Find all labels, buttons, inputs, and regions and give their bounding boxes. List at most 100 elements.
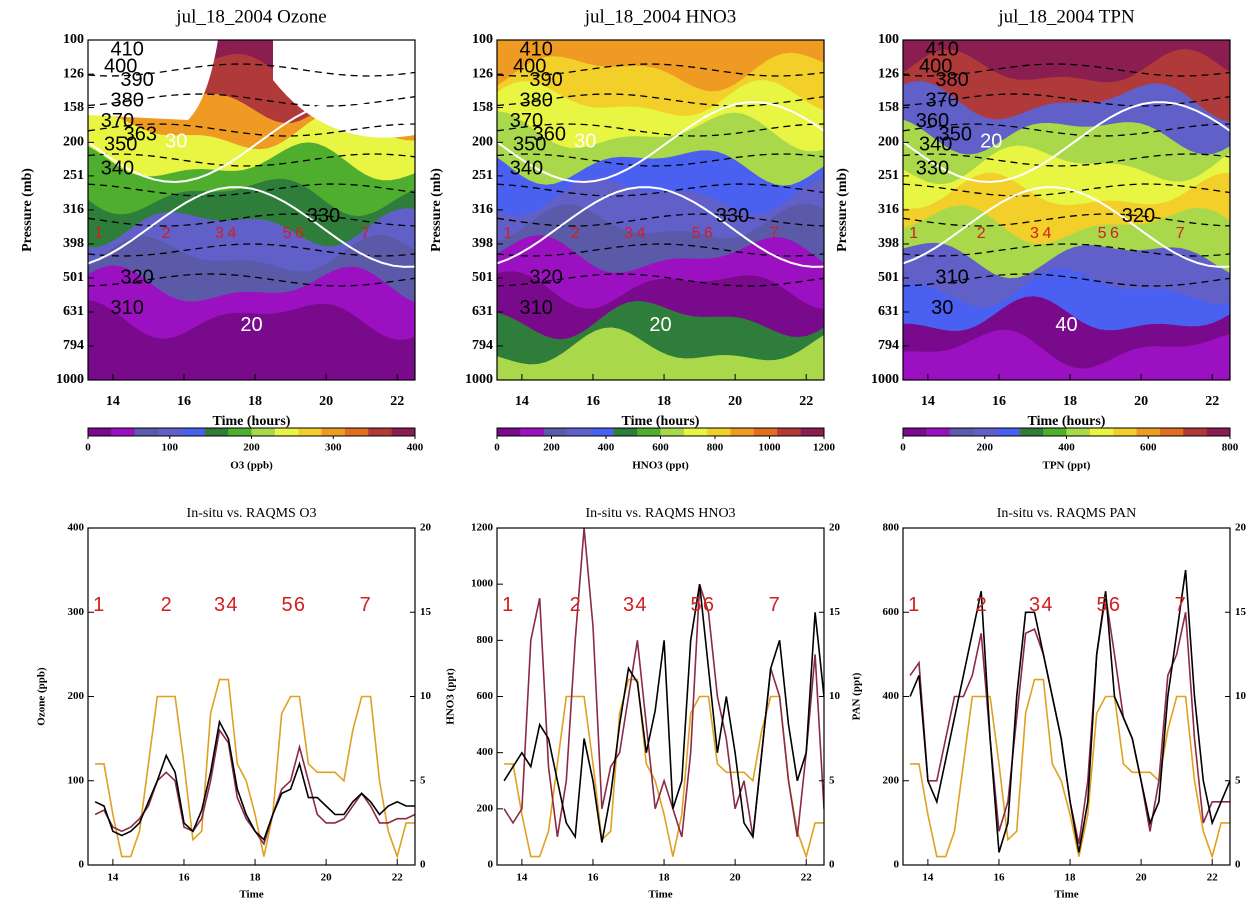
contour-band bbox=[497, 327, 824, 380]
isentrope bbox=[87, 63, 416, 77]
flight-leg-label: 3 bbox=[624, 225, 633, 242]
x-tick-label: 18 bbox=[657, 394, 671, 409]
isentrope bbox=[902, 243, 1231, 257]
contour-label: 410 bbox=[520, 38, 553, 60]
y-tick-label: 200 bbox=[883, 774, 900, 786]
flight-leg-label: 5 bbox=[692, 225, 701, 242]
y-tick-label: 1000 bbox=[56, 372, 84, 387]
y-axis-label: Ozone (ppb) bbox=[36, 667, 48, 726]
colorbar-segment bbox=[973, 428, 997, 436]
isentrope bbox=[902, 213, 1231, 227]
contour-label: 410 bbox=[926, 38, 959, 60]
chart-title: jul_18_2004 TPN bbox=[997, 6, 1135, 27]
colorbar-segment bbox=[1183, 428, 1208, 436]
chart-title: In-situ vs. RAQMS O3 bbox=[187, 506, 317, 521]
contour-label: 360 bbox=[533, 123, 566, 145]
y-tick-label: 0 bbox=[894, 859, 900, 871]
isentrope bbox=[496, 93, 825, 107]
contour-label: 310 bbox=[935, 266, 968, 288]
contour-band bbox=[88, 334, 415, 380]
flight-leg-label: 6 bbox=[1109, 594, 1120, 616]
contour-label: 363 bbox=[124, 123, 157, 145]
isentrope bbox=[87, 123, 416, 137]
contour-label: 320 bbox=[529, 266, 562, 288]
flight-leg-label: 5 bbox=[283, 225, 292, 242]
colorbar-segment bbox=[1206, 428, 1231, 436]
x-tick-label: 16 bbox=[178, 872, 190, 884]
flight-leg-label: 6 bbox=[295, 225, 304, 242]
colorbar-tick-label: 0 bbox=[85, 442, 91, 454]
contour-label: 310 bbox=[520, 297, 553, 319]
y2-tick-label: 5 bbox=[829, 774, 835, 786]
series-line bbox=[94, 719, 415, 842]
isentrope bbox=[902, 153, 1231, 167]
x-tick-label: 16 bbox=[586, 394, 600, 409]
contour-label: 380 bbox=[935, 69, 968, 91]
flight-leg-label: 2 bbox=[976, 594, 987, 616]
colorbar-segment bbox=[391, 428, 416, 436]
colorbar-segment bbox=[800, 428, 825, 436]
flight-leg-label: 7 bbox=[769, 594, 780, 616]
colorbar-tick-label: 1200 bbox=[813, 442, 836, 454]
flight-leg-label: 4 bbox=[1042, 225, 1051, 242]
colorbar-label: O3 (ppb) bbox=[230, 460, 273, 472]
y-tick-label: 631 bbox=[472, 304, 493, 319]
x-tick-label: 14 bbox=[516, 872, 528, 884]
y-tick-label: 316 bbox=[63, 202, 84, 217]
flight-leg-label: 1 bbox=[908, 594, 919, 616]
colorbar-segment bbox=[1019, 428, 1044, 436]
y-tick-label: 251 bbox=[472, 168, 493, 183]
colorbar-segment bbox=[204, 428, 229, 436]
y-tick-label: 251 bbox=[878, 168, 899, 183]
colorbar-label: HNO3 (ppt) bbox=[632, 460, 689, 472]
flight-leg-label: 6 bbox=[1110, 225, 1119, 242]
colorbar-segment bbox=[926, 428, 951, 436]
colorbar-segment bbox=[707, 428, 732, 436]
y2-tick-label: 15 bbox=[420, 606, 432, 618]
y-tick-label: 400 bbox=[477, 746, 494, 758]
y-tick-label: 200 bbox=[472, 135, 493, 150]
y-tick-label: 200 bbox=[477, 802, 494, 814]
y-tick-label: 794 bbox=[878, 338, 899, 353]
y2-tick-label: 0 bbox=[420, 859, 426, 871]
x-tick-label: 18 bbox=[250, 872, 262, 884]
y2-tick-label: 10 bbox=[420, 690, 432, 702]
y-axis-label: HNO3 (ppt) bbox=[445, 668, 457, 725]
x-tick-label: 16 bbox=[177, 394, 191, 409]
x-tick-label: 20 bbox=[319, 394, 333, 409]
flight-leg-label: 7 bbox=[360, 594, 371, 616]
colorbar-tick-label: 800 bbox=[707, 442, 724, 454]
y-axis-label: Pressure (mb) bbox=[20, 168, 35, 252]
colorbar-tick-label: 200 bbox=[243, 442, 260, 454]
y-tick-label: 158 bbox=[878, 100, 899, 115]
y-tick-label: 400 bbox=[883, 690, 900, 702]
y-tick-label: 126 bbox=[878, 66, 899, 81]
y-tick-label: 400 bbox=[68, 522, 85, 534]
y-tick-label: 800 bbox=[883, 522, 900, 534]
colorbar-segment bbox=[996, 428, 1021, 436]
y-tick-label: 0 bbox=[488, 859, 494, 871]
contour-label: 350 bbox=[513, 134, 546, 156]
flight-leg-label: 1 bbox=[503, 225, 512, 242]
y2-tick-label: 0 bbox=[1235, 859, 1241, 871]
y-tick-label: 1000 bbox=[471, 578, 494, 590]
x-tick-label: 14 bbox=[107, 872, 119, 884]
contour-label: 410 bbox=[111, 38, 144, 60]
colorbar-segment bbox=[181, 428, 206, 436]
flight-leg-label: 2 bbox=[977, 225, 986, 242]
contour-label: 30 bbox=[931, 297, 953, 319]
flight-leg-label: 4 bbox=[226, 594, 237, 616]
y-tick-label: 100 bbox=[63, 32, 84, 47]
colorbar-segment bbox=[1113, 428, 1138, 436]
colorbar-segment bbox=[134, 428, 159, 436]
isentrope bbox=[87, 243, 416, 257]
colorbar-segment bbox=[753, 428, 778, 436]
y-tick-label: 600 bbox=[477, 690, 494, 702]
y-tick-label: 200 bbox=[878, 135, 899, 150]
y-tick-label: 1000 bbox=[871, 372, 899, 387]
y2-tick-label: 20 bbox=[420, 522, 432, 534]
y-tick-label: 600 bbox=[883, 606, 900, 618]
